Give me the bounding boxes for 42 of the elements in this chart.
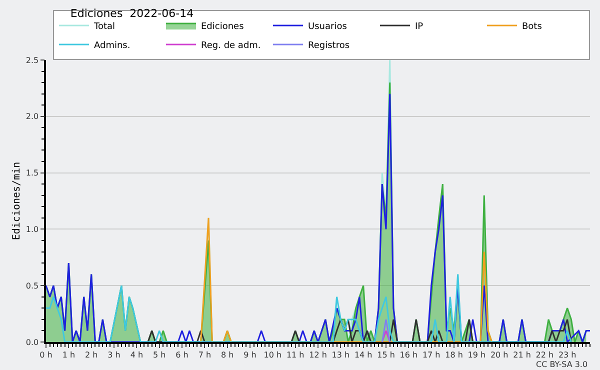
x-tick-label: 1 h [62, 350, 76, 360]
x-tick-label: 6 h [176, 350, 188, 360]
x-tick-label: 12 h [309, 350, 327, 360]
x-tick-label: 16 h [400, 350, 418, 360]
legend-label: Ediciones [201, 22, 244, 32]
y-axis-title: Ediciones/min [11, 162, 22, 240]
x-tick-label: 19 h [468, 350, 486, 360]
chart-title: Ediciones 2022-06-14 [70, 6, 194, 20]
x-tick-label: 23 h [558, 350, 576, 360]
y-tick-label: 2.5 [26, 56, 39, 65]
legend-label: IP [415, 22, 424, 32]
x-tick-label: 8 h [220, 350, 234, 360]
x-tick-label: 18 h [445, 350, 463, 360]
legend-label: Bots [522, 22, 542, 32]
x-tick-label: 17 h [422, 350, 440, 360]
line-series [46, 274, 572, 342]
x-tick-label: 5 h [152, 350, 166, 360]
legend-label: Reg. de adm. [201, 41, 261, 52]
y-tick-label: 0.0 [26, 338, 39, 347]
x-tick-label: 4 h [130, 350, 144, 360]
x-tick-label: 20 h [490, 350, 508, 360]
y-tick-label: 0.5 [26, 281, 39, 290]
x-tick-label: 0 h [40, 350, 52, 360]
x-tick-label: 22 h [536, 350, 554, 360]
y-tick-label: 1.0 [26, 225, 39, 234]
legend-label: Admins. [94, 41, 130, 52]
y-tick-label: 1.5 [26, 168, 39, 178]
x-tick-label: 11 h [286, 350, 304, 360]
x-tick-label: 14 h [354, 350, 372, 360]
legend-label: Registros [308, 41, 350, 52]
x-tick-label: 9 h [244, 350, 256, 360]
x-tick-label: 2 h [84, 350, 98, 360]
x-tick-label: 3 h [108, 350, 120, 360]
x-tick-label: 21 h [513, 350, 531, 360]
legend-label: Usuarios [308, 22, 348, 32]
legend-label: Total [93, 22, 116, 32]
x-tick-label: 15 h [377, 350, 395, 360]
x-tick-label: 7 h [198, 350, 212, 360]
x-tick-label: 10 h [264, 350, 282, 360]
text: CC BY-SA 3.0 [536, 360, 588, 369]
x-tick-label: 13 h [332, 350, 350, 360]
y-tick-label: 2.0 [26, 112, 39, 122]
